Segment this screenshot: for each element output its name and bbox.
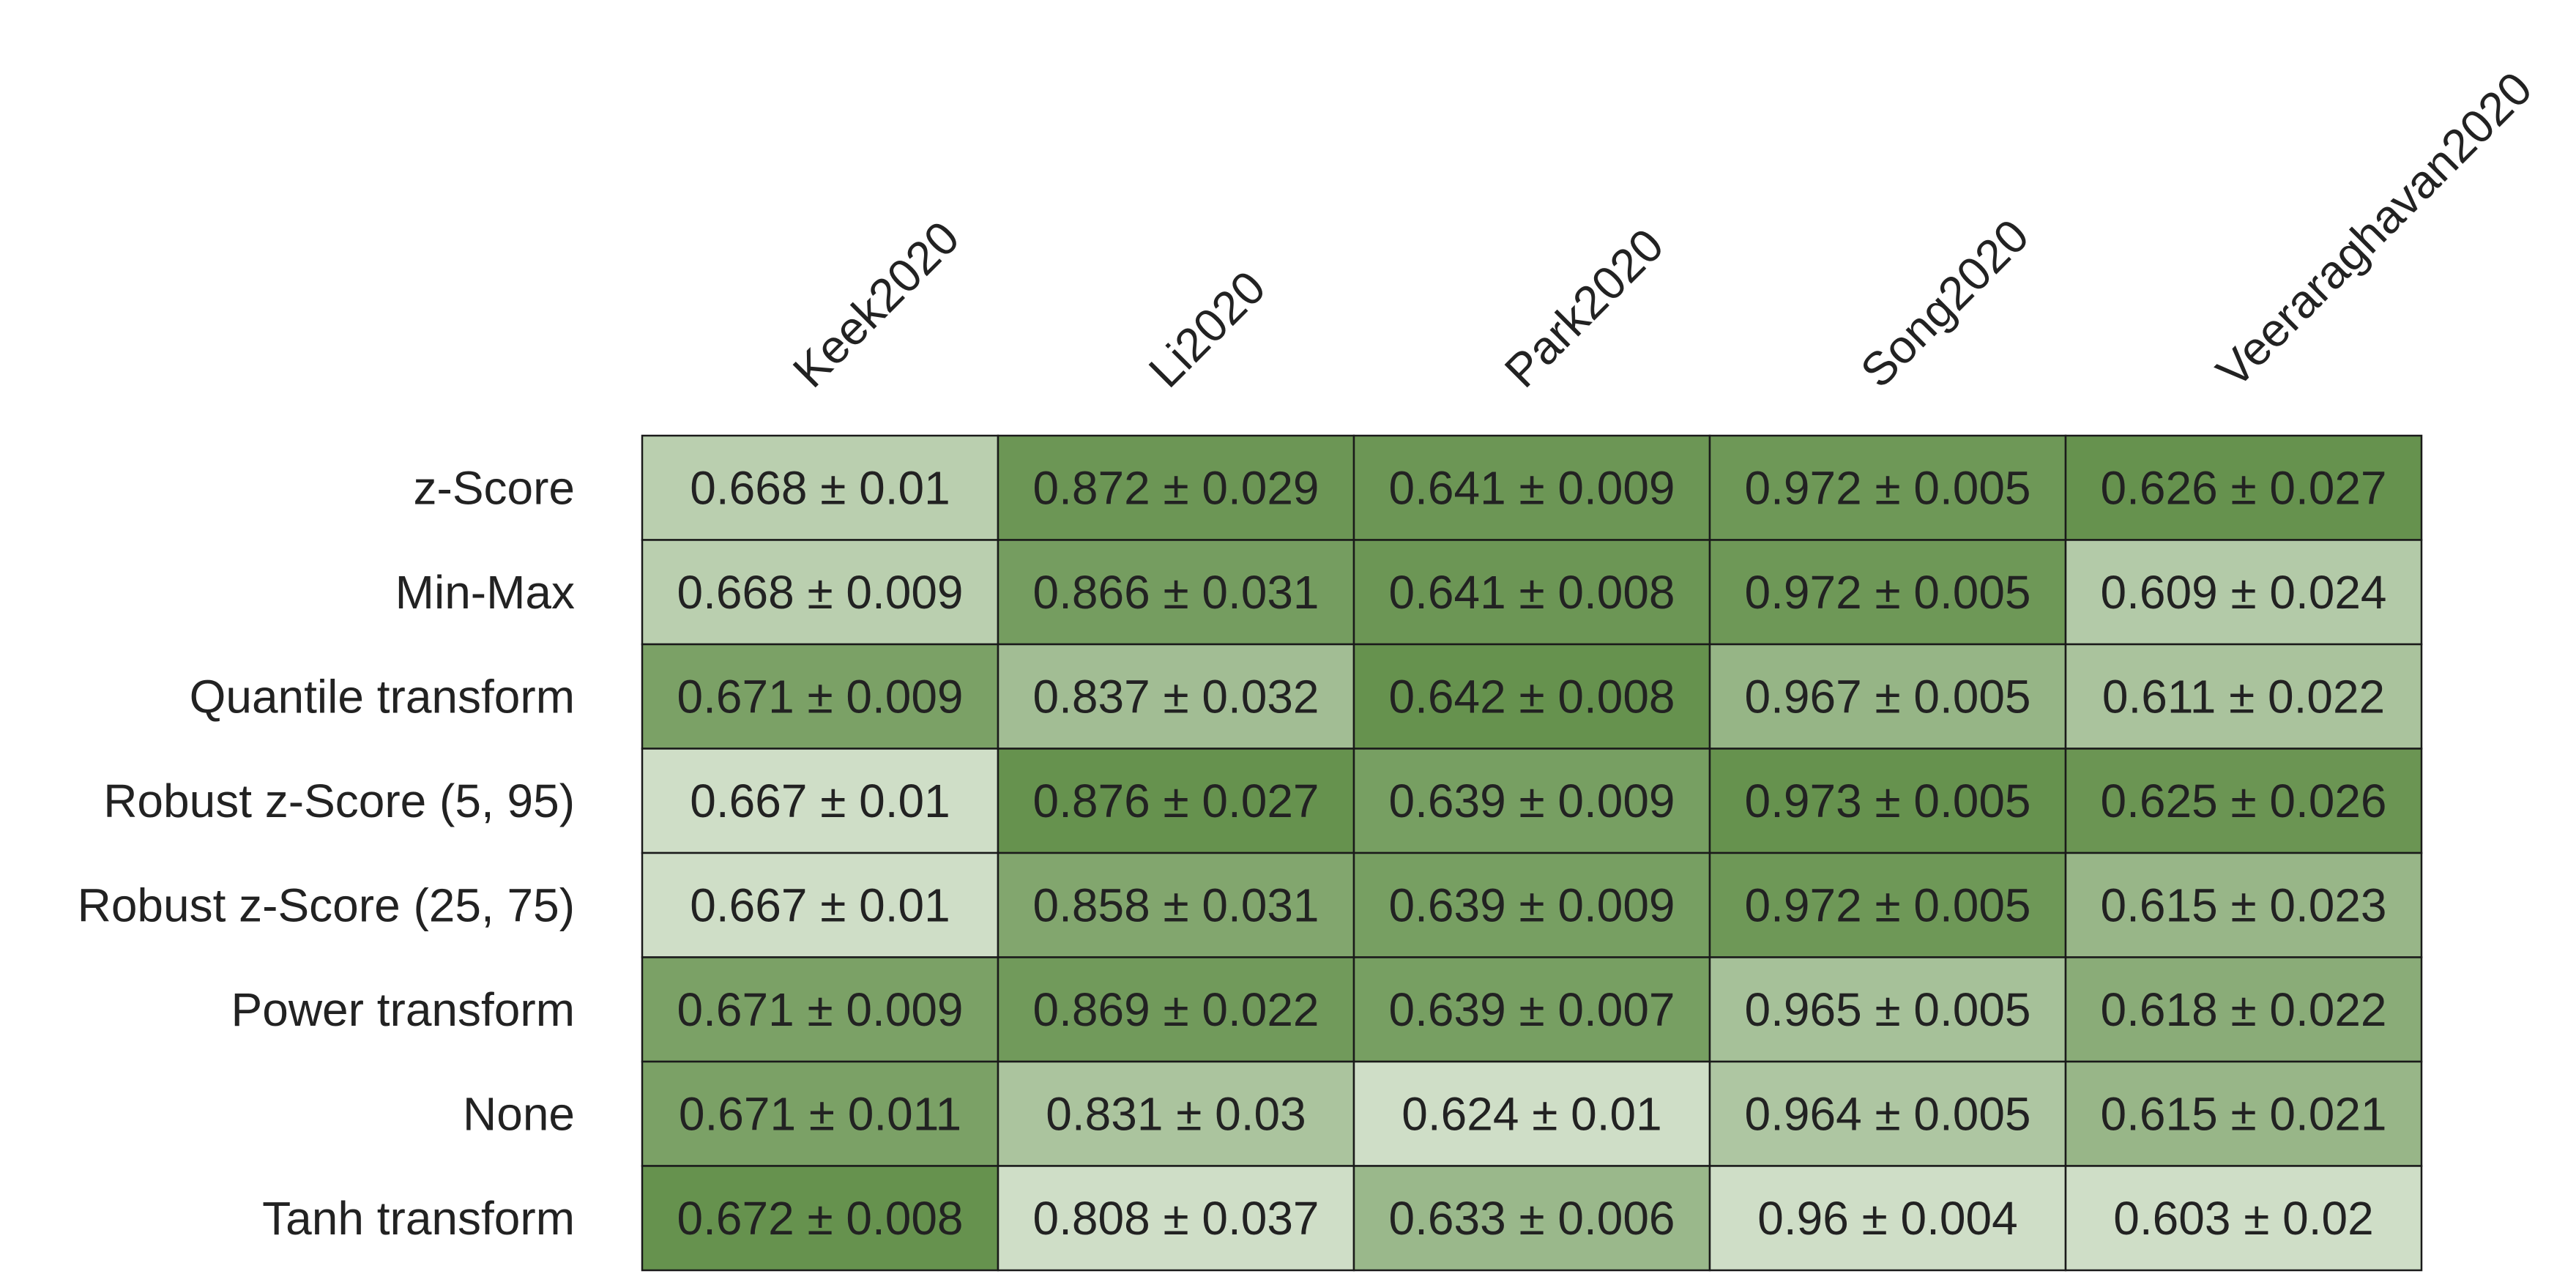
- cell-value-label: 0.611 ± 0.022: [2102, 670, 2385, 723]
- heatmap-cell: [2064, 956, 2423, 1063]
- cell-value-label: 0.973 ± 0.005: [1745, 775, 2031, 827]
- cell-value-label: 0.972 ± 0.005: [1745, 879, 2031, 931]
- cell-value-label: 0.837 ± 0.032: [1033, 670, 1319, 723]
- cell-value-label: 0.869 ± 0.022: [1033, 983, 1319, 1036]
- cell-value-label: 0.626 ± 0.027: [2101, 461, 2387, 514]
- column-labels: Keek2020 Li2020 Park2020 Song2020 Veeraragha…: [783, 62, 2542, 398]
- column-label: Veeraraghavan2020: [2206, 62, 2542, 398]
- cell-value-label: 0.876 ± 0.027: [1033, 775, 1319, 827]
- heatmap-cell: [997, 956, 1355, 1063]
- cell-value-label: 0.618 ± 0.022: [2101, 983, 2387, 1036]
- heatmap-cell: [641, 851, 999, 958]
- heatmap-cell: [1352, 851, 1711, 958]
- heatmap-cell: [641, 539, 999, 646]
- heatmap-cell: [2064, 434, 2423, 541]
- column-label: Song2020: [1850, 209, 2039, 398]
- cell-value-label: 0.667 ± 0.01: [690, 775, 950, 827]
- heatmap-cell: [2064, 643, 2423, 750]
- cell-value-label: 0.642 ± 0.008: [1389, 670, 1675, 723]
- cell-value-label: 0.625 ± 0.026: [2101, 775, 2387, 827]
- cell-value-label: 0.624 ± 0.01: [1401, 1087, 1661, 1140]
- row-label: Robust z-Score (25, 75): [78, 879, 575, 931]
- heatmap-cell: [2064, 539, 2423, 646]
- cell-value-label: 0.671 ± 0.009: [677, 670, 964, 723]
- cell-value-label: 0.633 ± 0.006: [1389, 1192, 1675, 1245]
- cell-value-label: 0.972 ± 0.005: [1745, 461, 2031, 514]
- cell-value-label: 0.609 ± 0.024: [2101, 566, 2387, 619]
- heatmap-cell: [1352, 434, 1711, 541]
- row-label: Tanh transform: [262, 1192, 575, 1245]
- heatmap-cell: [2064, 748, 2423, 854]
- cell-value-label: 0.967 ± 0.005: [1745, 670, 2031, 723]
- cell-value-label: 0.965 ± 0.005: [1745, 983, 2031, 1036]
- cell-value-label: 0.96 ± 0.004: [1757, 1192, 2017, 1245]
- heatmap-cell: [1352, 539, 1711, 646]
- heatmap-cell: [641, 1165, 999, 1272]
- cell-value-label: 0.866 ± 0.031: [1033, 566, 1319, 619]
- heatmap-cell: [2064, 851, 2423, 958]
- heatmap-cell: [1352, 748, 1711, 854]
- heatmap-cell: [641, 434, 999, 541]
- row-label: Power transform: [231, 983, 575, 1036]
- row-label: Robust z-Score (5, 95): [103, 775, 575, 827]
- cell-value-label: 0.603 ± 0.02: [2113, 1192, 2373, 1245]
- heatmap-cell: [2064, 1165, 2423, 1272]
- cell-value-label: 0.672 ± 0.008: [677, 1192, 964, 1245]
- heatmap-cell: [1708, 643, 2067, 750]
- cell-value-label: 0.872 ± 0.029: [1033, 461, 1319, 514]
- cell-value-label: 0.667 ± 0.01: [690, 879, 950, 931]
- heatmap-cell: [641, 1060, 999, 1167]
- heatmap-cell: [997, 1165, 1355, 1272]
- row-label: Quantile transform: [190, 670, 575, 723]
- cell-value-label: 0.641 ± 0.009: [1389, 461, 1675, 514]
- row-labels: z-Score Min-Max Quantile transform Robust z…: [78, 461, 575, 1245]
- cell-value-label: 0.858 ± 0.031: [1033, 879, 1319, 931]
- cell-value-label: 0.671 ± 0.011: [679, 1087, 961, 1140]
- cell-value-label: 0.615 ± 0.023: [2101, 879, 2387, 931]
- heatmap-cell: [1708, 434, 2067, 541]
- heatmap-cells: [641, 434, 2423, 1272]
- cell-value-label: 0.668 ± 0.01: [690, 461, 950, 514]
- cell-value-label: 0.639 ± 0.009: [1389, 879, 1675, 931]
- cell-value-label: 0.671 ± 0.009: [677, 983, 964, 1036]
- heatmap-cell: [1352, 956, 1711, 1063]
- cell-value-label: 0.964 ± 0.005: [1745, 1087, 2031, 1140]
- column-label: Li2020: [1139, 261, 1276, 398]
- row-label: Min-Max: [395, 566, 575, 619]
- cell-value-label: 0.639 ± 0.007: [1389, 983, 1675, 1036]
- heatmap-cell: [1708, 748, 2067, 854]
- heatmap-cell: [641, 748, 999, 854]
- cell-value-label: 0.972 ± 0.005: [1745, 566, 2031, 619]
- heatmap-cell: [997, 851, 1355, 958]
- cell-value-label: 0.639 ± 0.009: [1389, 775, 1675, 827]
- row-label: None: [463, 1087, 575, 1140]
- heatmap-cell: [997, 748, 1355, 854]
- cell-value-label: 0.831 ± 0.03: [1046, 1087, 1306, 1140]
- row-label: z-Score: [414, 461, 576, 514]
- cell-value-label: 0.615 ± 0.021: [2101, 1087, 2387, 1140]
- cell-value-label: 0.808 ± 0.037: [1033, 1192, 1319, 1245]
- heatmap-cell-labels: 0.668 ± 0.01 0.872 ± 0.029 0.641 ± 0.009 0.…: [677, 461, 2387, 1245]
- heatmap-cell: [1352, 643, 1711, 750]
- heatmap-cell: [997, 434, 1355, 541]
- heatmap-cell: [1708, 956, 2067, 1063]
- heatmap-cell: [1352, 1165, 1711, 1272]
- heatmap-cell: [1708, 1165, 2067, 1272]
- column-label: Park2020: [1494, 218, 1674, 398]
- cell-value-label: 0.668 ± 0.009: [677, 566, 964, 619]
- column-label: Keek2020: [783, 211, 969, 398]
- heatmap-cell: [997, 643, 1355, 750]
- cell-value-label: 0.641 ± 0.008: [1389, 566, 1675, 619]
- heatmap-cell: [2064, 1060, 2423, 1167]
